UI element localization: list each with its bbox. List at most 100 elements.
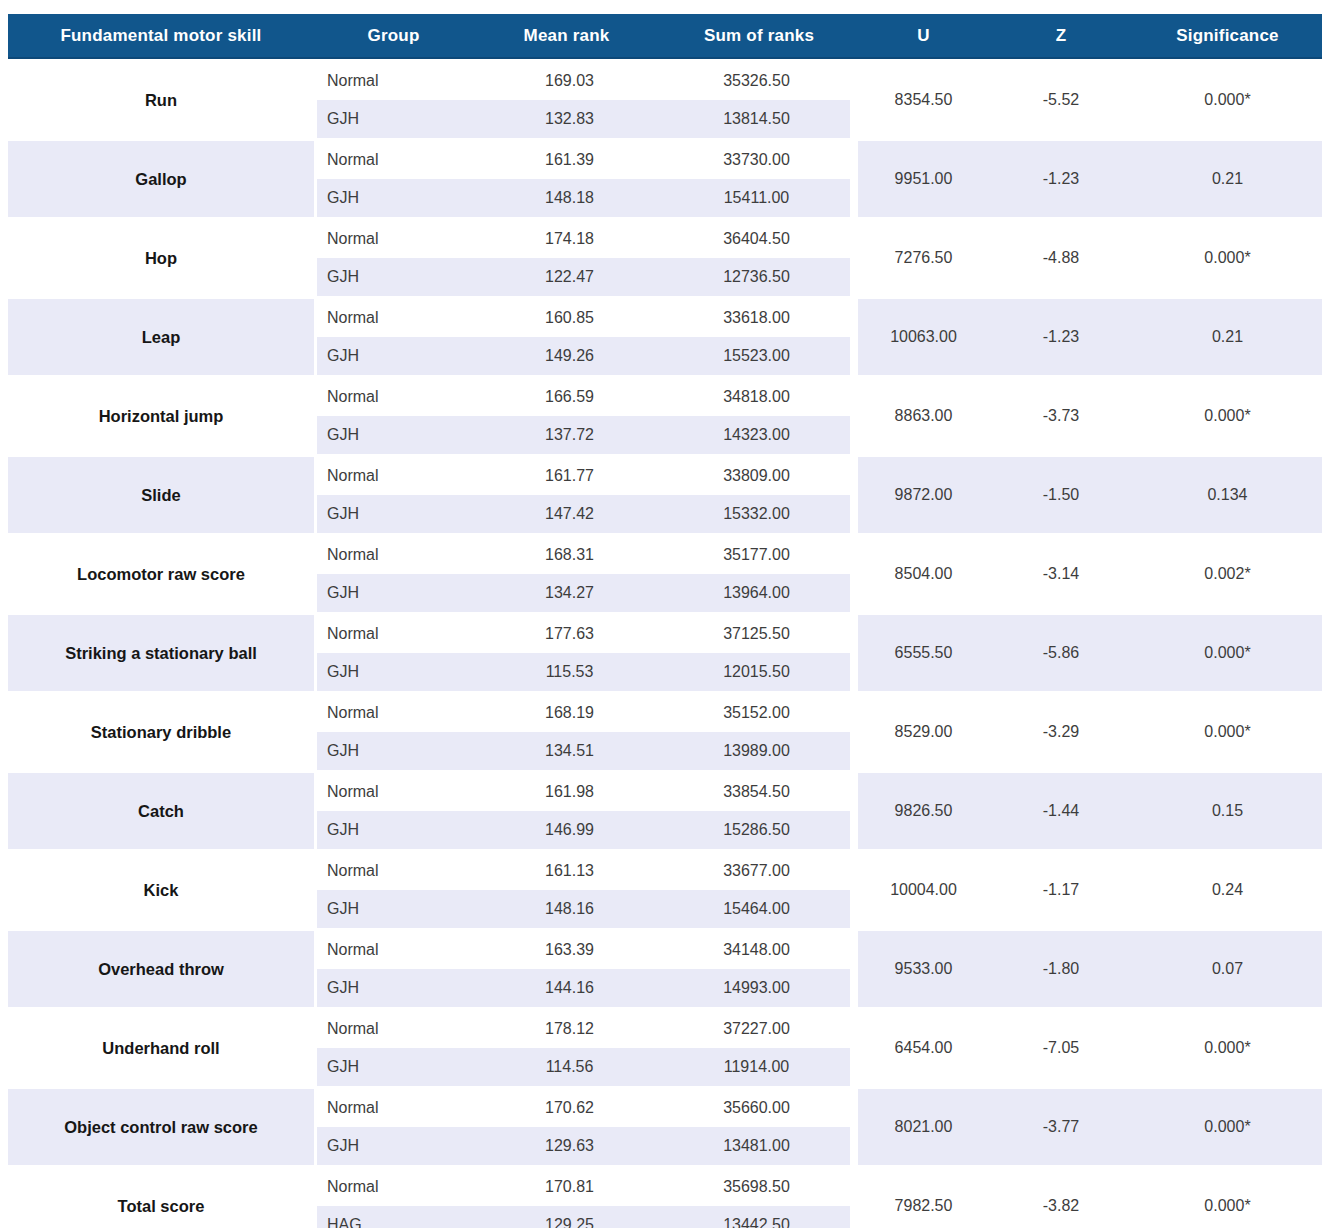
table-row: Kick Normal 161.13 33677.00 GJH 148.16 1… xyxy=(8,852,1322,931)
group-label: GJH xyxy=(317,584,476,602)
subrow-normal: Normal 177.63 37125.50 xyxy=(317,615,850,653)
group-label: GJH xyxy=(317,742,476,760)
sum-of-ranks-value: 11914.00 xyxy=(663,1058,850,1076)
z-value: -7.05 xyxy=(989,1010,1133,1086)
sum-of-ranks-value: 33677.00 xyxy=(663,862,850,880)
skill-name: Run xyxy=(8,62,314,138)
significance-value: 0.000* xyxy=(1133,1168,1322,1228)
mean-rank-value: 114.56 xyxy=(476,1058,663,1076)
subrow-gjh: GJH 115.53 12015.50 xyxy=(317,653,850,691)
subrow-gjh: GJH 148.16 15464.00 xyxy=(317,890,850,928)
column-header-group: Group xyxy=(314,26,473,46)
table-row: Stationary dribble Normal 168.19 35152.0… xyxy=(8,694,1322,773)
u-value: 8863.00 xyxy=(858,378,989,454)
significance-value: 0.000* xyxy=(1133,615,1322,691)
group-label: GJH xyxy=(317,268,476,286)
u-value: 8021.00 xyxy=(858,1089,989,1165)
group-label: GJH xyxy=(317,1058,476,1076)
group-label: GJH xyxy=(317,347,476,365)
sum-of-ranks-value: 15332.00 xyxy=(663,505,850,523)
z-value: -3.29 xyxy=(989,694,1133,770)
mean-rank-value: 134.27 xyxy=(476,584,663,602)
table-row: Overhead throw Normal 163.39 34148.00 GJ… xyxy=(8,931,1322,1010)
subrow-gjh: GJH 132.83 13814.50 xyxy=(317,100,850,138)
mean-rank-value: 169.03 xyxy=(476,72,663,90)
mean-rank-value: 129,25 xyxy=(476,1216,663,1228)
group-label: GJH xyxy=(317,110,476,128)
sum-of-ranks-value: 15286.50 xyxy=(663,821,850,839)
group-subtable: Normal 174.18 36404.50 GJH 122.47 12736.… xyxy=(314,220,858,296)
group-label: GJH xyxy=(317,505,476,523)
group-label: Normal xyxy=(317,941,476,959)
mean-rank-value: 161.98 xyxy=(476,783,663,801)
group-subtable: Normal 169.03 35326.50 GJH 132.83 13814.… xyxy=(314,62,858,138)
group-label: GJH xyxy=(317,189,476,207)
table-row: Striking a stationary ball Normal 177.63… xyxy=(8,615,1322,694)
mean-rank-value: 148.18 xyxy=(476,189,663,207)
sum-of-ranks-value: 13481.00 xyxy=(663,1137,850,1155)
group-label: Normal xyxy=(317,783,476,801)
subrow-normal: Normal 163.39 34148.00 xyxy=(317,931,850,969)
mean-rank-value: 170.62 xyxy=(476,1099,663,1117)
group-subtable: Normal 168.19 35152.00 GJH 134.51 13989.… xyxy=(314,694,858,770)
group-label: Normal xyxy=(317,704,476,722)
group-label: Normal xyxy=(317,1099,476,1117)
middle-column-headers: Group Mean rank Sum of ranks xyxy=(314,14,858,57)
subrow-gjh: GJH 149.26 15523.00 xyxy=(317,337,850,375)
table-row: Leap Normal 160.85 33618.00 GJH 149.26 1… xyxy=(8,299,1322,378)
table-row: Gallop Normal 161.39 33730.00 GJH 148.18… xyxy=(8,141,1322,220)
mean-rank-value: 161.13 xyxy=(476,862,663,880)
subrow-gjh: GJH 144.16 14993.00 xyxy=(317,969,850,1007)
u-value: 9826.50 xyxy=(858,773,989,849)
table-row: Total score Normal 170.81 35698.50 HAG 1… xyxy=(8,1168,1322,1228)
mean-rank-value: 137.72 xyxy=(476,426,663,444)
sum-of-ranks-value: 34818.00 xyxy=(663,388,850,406)
group-label: GJH xyxy=(317,979,476,997)
sum-of-ranks-value: 14323.00 xyxy=(663,426,850,444)
subrow-normal: Normal 168.31 35177.00 xyxy=(317,536,850,574)
sum-of-ranks-value: 12015.50 xyxy=(663,663,850,681)
skill-name: Slide xyxy=(8,457,314,533)
group-subtable: Normal 178.12 37227.00 GJH 114.56 11914.… xyxy=(314,1010,858,1086)
u-value: 9872.00 xyxy=(858,457,989,533)
group-subtable: Normal 170.62 35660.00 GJH 129.63 13481.… xyxy=(314,1089,858,1165)
group-subtable: Normal 166.59 34818.00 GJH 137.72 14323.… xyxy=(314,378,858,454)
group-label: Normal xyxy=(317,388,476,406)
subrow-normal: Normal 169.03 35326.50 xyxy=(317,62,850,100)
sum-of-ranks-value: 13442,50 xyxy=(663,1216,850,1228)
mean-rank-value: 148.16 xyxy=(476,900,663,918)
table-header-row: Fundamental motor skill Group Mean rank … xyxy=(8,14,1322,59)
results-table: Fundamental motor skill Group Mean rank … xyxy=(8,0,1322,1228)
group-subtable: Normal 161.98 33854.50 GJH 146.99 15286.… xyxy=(314,773,858,849)
subrow-normal: Normal 170.81 35698.50 xyxy=(317,1168,850,1206)
u-value: 10063.00 xyxy=(858,299,989,375)
sum-of-ranks-value: 12736.50 xyxy=(663,268,850,286)
subrow-gjh: GJH 147.42 15332.00 xyxy=(317,495,850,533)
u-value: 8354.50 xyxy=(858,62,989,138)
group-subtable: Normal 161.77 33809.00 GJH 147.42 15332.… xyxy=(314,457,858,533)
subrow-gjh: GJH 134.27 13964.00 xyxy=(317,574,850,612)
significance-value: 0.15 xyxy=(1133,773,1322,849)
sum-of-ranks-value: 15411.00 xyxy=(663,189,850,207)
column-header-z: Z xyxy=(989,26,1133,46)
skill-name: Striking a stationary ball xyxy=(8,615,314,691)
table-row: Underhand roll Normal 178.12 37227.00 GJ… xyxy=(8,1010,1322,1089)
group-subtable: Normal 161.13 33677.00 GJH 148.16 15464.… xyxy=(314,852,858,928)
u-value: 8529.00 xyxy=(858,694,989,770)
group-label: GJH xyxy=(317,663,476,681)
z-value: -3.14 xyxy=(989,536,1133,612)
skill-name: Stationary dribble xyxy=(8,694,314,770)
group-label: HAG xyxy=(317,1216,476,1228)
group-label: Normal xyxy=(317,862,476,880)
skill-name: Leap xyxy=(8,299,314,375)
column-header-significance: Significance xyxy=(1133,26,1322,46)
u-value: 6555.50 xyxy=(858,615,989,691)
column-header-skill: Fundamental motor skill xyxy=(8,26,314,46)
skill-name: Kick xyxy=(8,852,314,928)
mean-rank-value: 170.81 xyxy=(476,1178,663,1196)
subrow-gjh: GJH 122.47 12736.50 xyxy=(317,258,850,296)
mean-rank-value: 115.53 xyxy=(476,663,663,681)
column-header-u: U xyxy=(858,26,989,46)
table-row: Slide Normal 161.77 33809.00 GJH 147.42 … xyxy=(8,457,1322,536)
subrow-gjh: HAG 129,25 13442,50 xyxy=(317,1206,850,1228)
